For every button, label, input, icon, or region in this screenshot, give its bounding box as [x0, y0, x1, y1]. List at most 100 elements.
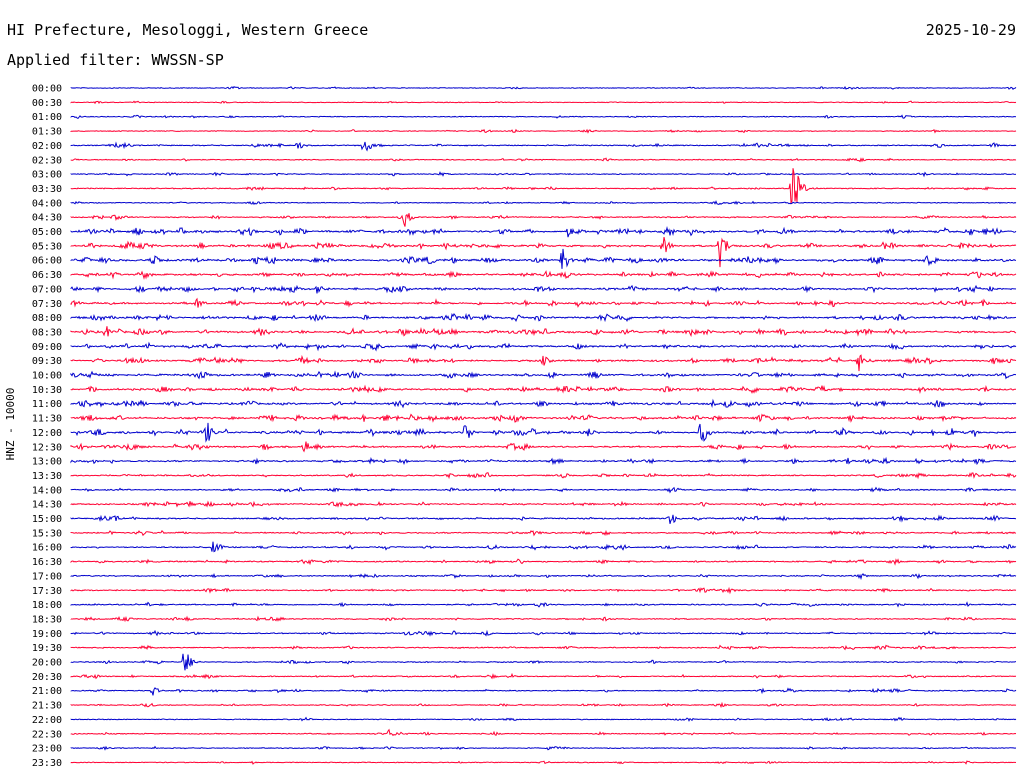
trace-row: [70, 644, 1017, 651]
trace-row: [70, 572, 1017, 581]
row-label: 00:00: [32, 84, 62, 95]
row-label: 05:00: [32, 227, 62, 238]
row-label: 20:30: [32, 672, 62, 683]
station-title: HI Prefecture, Mesologgi, Western Greece: [7, 21, 369, 39]
trace-row: [70, 413, 1017, 423]
trace-row: [70, 384, 1017, 394]
row-label: 04:30: [32, 213, 62, 224]
row-label: 12:00: [32, 428, 62, 439]
row-label: 23:00: [32, 744, 62, 755]
row-label: 21:00: [32, 686, 62, 697]
trace-row: [70, 297, 1017, 308]
row-label: 14:00: [32, 485, 62, 496]
row-label: 15:30: [32, 528, 62, 539]
trace-row: [70, 213, 1017, 227]
row-label: 18:00: [32, 600, 62, 611]
filter-label: Applied filter: WWSSN-SP: [7, 51, 224, 69]
row-label: 12:30: [32, 442, 62, 453]
row-labels: 00:00 00:30 01:00 01:30 02:00 02:30 03:00 03:30…: [32, 84, 62, 769]
trace-row: [70, 270, 1017, 280]
row-label: 22:00: [32, 715, 62, 726]
trace-row: [70, 701, 1017, 709]
row-label: 00:30: [32, 98, 62, 109]
row-label: 20:00: [32, 658, 62, 669]
trace-row: [70, 284, 1017, 294]
trace-row: [70, 168, 1017, 205]
trace-row: [70, 500, 1017, 508]
trace-row: [70, 760, 1017, 765]
trace-row: [70, 629, 1017, 637]
trace-row: [70, 100, 1017, 105]
y-axis-label: HNZ - 10000: [4, 388, 17, 461]
trace-row: [70, 226, 1017, 238]
trace-row: [70, 312, 1017, 323]
row-label: 19:30: [32, 643, 62, 654]
trace-row: [70, 529, 1017, 537]
trace-row: [70, 586, 1017, 595]
row-label: 15:00: [32, 514, 62, 525]
trace-row: [70, 472, 1017, 480]
row-label: 17:00: [32, 571, 62, 582]
trace-row: [70, 370, 1017, 380]
row-label: 23:30: [32, 758, 62, 769]
trace-row: [70, 486, 1017, 494]
trace-row: [70, 128, 1017, 134]
trace-row: [70, 422, 1017, 443]
row-label: 08:00: [32, 313, 62, 324]
trace-row: [70, 248, 1017, 269]
row-label: 03:30: [32, 184, 62, 195]
row-label: 08:30: [32, 327, 62, 338]
trace-row: [70, 398, 1017, 409]
trace-row: [70, 653, 1017, 671]
trace-row: [70, 341, 1017, 352]
row-label: 09:00: [32, 342, 62, 353]
trace-row: [70, 541, 1017, 553]
trace-row: [70, 615, 1017, 623]
row-label: 18:30: [32, 614, 62, 625]
row-label: 04:00: [32, 198, 62, 209]
row-label: 06:00: [32, 256, 62, 267]
row-label: 02:00: [32, 141, 62, 152]
trace-row: [70, 601, 1017, 608]
row-label: 07:00: [32, 284, 62, 295]
row-label: 01:00: [32, 112, 62, 123]
row-label: 10:30: [32, 385, 62, 396]
trace-row: [70, 687, 1017, 696]
trace-row: [70, 86, 1017, 91]
traces: [70, 86, 1017, 765]
row-label: 22:30: [32, 729, 62, 740]
row-label: 05:30: [32, 241, 62, 252]
row-label: 19:00: [32, 629, 62, 640]
record-date: 2025-10-29: [925, 21, 1016, 39]
trace-row: [70, 716, 1017, 722]
row-label: 03:00: [32, 170, 62, 181]
row-label: 17:30: [32, 586, 62, 597]
row-label: 13:30: [32, 471, 62, 482]
trace-row: [70, 672, 1017, 680]
trace-row: [70, 236, 1017, 268]
trace-row: [70, 326, 1017, 337]
trace-row: [70, 441, 1017, 453]
trace-row: [70, 558, 1017, 566]
row-label: 11:00: [32, 399, 62, 410]
row-label: 01:30: [32, 127, 62, 138]
trace-row: [70, 745, 1017, 751]
trace-row: [70, 157, 1017, 163]
trace-row: [70, 114, 1017, 120]
trace-row: [70, 171, 1017, 178]
trace-row: [70, 514, 1017, 524]
row-label: 13:00: [32, 457, 62, 468]
row-label: 11:30: [32, 414, 62, 425]
trace-row: [70, 200, 1017, 206]
row-label: 09:30: [32, 356, 62, 367]
row-label: 21:30: [32, 701, 62, 712]
row-label: 16:00: [32, 543, 62, 554]
row-label: 07:30: [32, 299, 62, 310]
row-label: 02:30: [32, 155, 62, 166]
row-label: 06:30: [32, 270, 62, 281]
row-label: 14:30: [32, 500, 62, 511]
trace-row: [70, 141, 1017, 152]
row-label: 10:00: [32, 371, 62, 382]
row-label: 16:30: [32, 557, 62, 568]
